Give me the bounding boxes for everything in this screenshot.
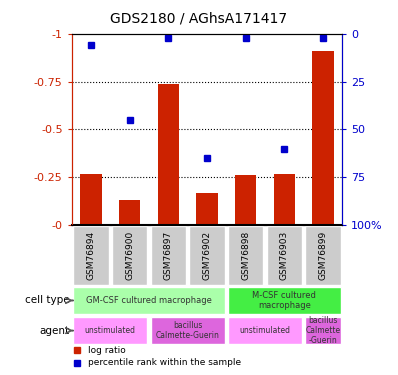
Text: M-CSF cultured
macrophage: M-CSF cultured macrophage — [252, 291, 316, 310]
Bar — [119, 200, 140, 225]
Text: unstimulated: unstimulated — [240, 326, 291, 335]
FancyBboxPatch shape — [73, 286, 225, 314]
FancyBboxPatch shape — [73, 226, 109, 285]
FancyBboxPatch shape — [150, 317, 225, 344]
FancyBboxPatch shape — [228, 286, 341, 314]
FancyBboxPatch shape — [189, 226, 225, 285]
Text: GDS2180 / AGhsA171417: GDS2180 / AGhsA171417 — [110, 11, 288, 25]
Text: bacillus
Calmette
-Guerin: bacillus Calmette -Guerin — [305, 316, 341, 345]
FancyBboxPatch shape — [305, 226, 341, 285]
Text: GSM76900: GSM76900 — [125, 231, 134, 280]
Bar — [196, 193, 218, 225]
Text: GSM76897: GSM76897 — [164, 231, 173, 280]
Bar — [80, 174, 101, 225]
Bar — [312, 51, 334, 225]
Text: bacillus
Calmette-Guerin: bacillus Calmette-Guerin — [156, 321, 220, 340]
FancyBboxPatch shape — [305, 317, 341, 344]
FancyBboxPatch shape — [228, 317, 302, 344]
FancyBboxPatch shape — [150, 226, 186, 285]
Text: agent: agent — [39, 326, 70, 336]
Bar — [274, 174, 295, 225]
Bar — [158, 84, 179, 225]
Text: log ratio: log ratio — [88, 346, 126, 355]
Text: cell type: cell type — [25, 296, 70, 306]
FancyBboxPatch shape — [112, 226, 147, 285]
Text: GSM76898: GSM76898 — [241, 231, 250, 280]
FancyBboxPatch shape — [228, 226, 263, 285]
Text: unstimulated: unstimulated — [85, 326, 136, 335]
Text: GM-CSF cultured macrophage: GM-CSF cultured macrophage — [86, 296, 212, 305]
Bar — [235, 176, 256, 225]
Text: GSM76902: GSM76902 — [203, 231, 211, 280]
FancyBboxPatch shape — [73, 317, 147, 344]
Text: GSM76899: GSM76899 — [318, 231, 328, 280]
Text: percentile rank within the sample: percentile rank within the sample — [88, 358, 241, 367]
Text: GSM76903: GSM76903 — [280, 231, 289, 280]
FancyBboxPatch shape — [267, 226, 302, 285]
Text: GSM76894: GSM76894 — [86, 231, 96, 280]
